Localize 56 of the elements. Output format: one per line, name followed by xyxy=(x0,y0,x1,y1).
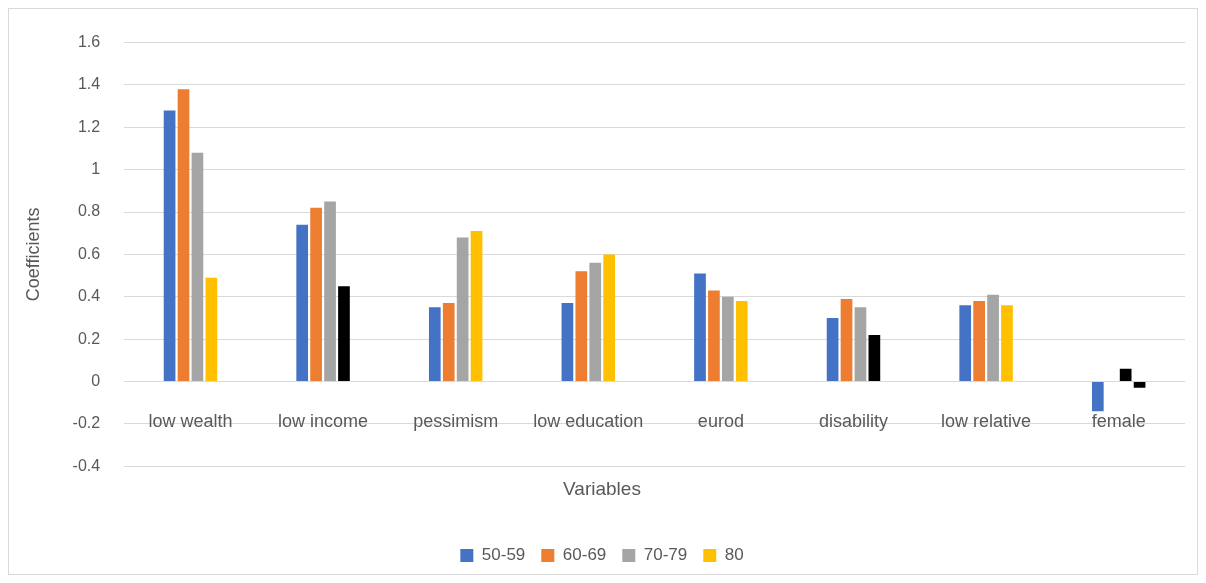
x-axis-title: Variables xyxy=(563,477,641,499)
bar xyxy=(854,307,867,381)
x-tick-label: disability xyxy=(818,411,889,432)
y-tick-label: 1.2 xyxy=(77,117,101,135)
x-tick-label: pessimism xyxy=(413,411,499,432)
y-tick-label: 1.4 xyxy=(77,75,101,93)
bar xyxy=(694,273,706,381)
bar xyxy=(589,262,602,381)
bar xyxy=(722,296,734,381)
x-tick-label: eurod xyxy=(697,411,744,432)
x-tick-label: female xyxy=(1091,411,1146,432)
bar xyxy=(561,303,574,381)
x-tick-label: low education xyxy=(533,411,644,432)
bar xyxy=(575,271,588,381)
y-tick-label: 1.6 xyxy=(77,33,101,51)
bar xyxy=(840,298,853,381)
legend-label: 80 xyxy=(724,545,744,565)
y-tick-label: 0.4 xyxy=(77,287,101,305)
bar xyxy=(324,201,336,381)
bar xyxy=(163,110,176,381)
y-tick-label: 0.2 xyxy=(77,329,101,347)
x-tick-label: low relative xyxy=(941,411,1032,432)
bar xyxy=(868,334,881,381)
bar xyxy=(470,231,483,381)
bar xyxy=(205,277,218,381)
bar xyxy=(177,89,190,381)
y-axis-title: Coefficients xyxy=(22,207,43,302)
bar xyxy=(826,317,839,381)
y-tick-label: 0.6 xyxy=(77,244,101,262)
bar xyxy=(338,286,350,381)
legend-label: 60-69 xyxy=(562,545,607,565)
y-tick-label: 0 xyxy=(91,371,101,389)
bar xyxy=(296,224,309,381)
bar xyxy=(973,301,985,381)
bar xyxy=(1091,381,1104,412)
bar xyxy=(191,152,204,381)
bar xyxy=(456,237,469,381)
y-tick-label: 1 xyxy=(91,160,101,178)
bar xyxy=(1001,305,1013,381)
legend-label: 70-79 xyxy=(643,545,688,565)
y-tick-label: -0.4 xyxy=(72,456,101,474)
bar xyxy=(1119,368,1132,381)
bar xyxy=(735,301,748,381)
bar xyxy=(959,305,972,381)
legend-label: 50-59 xyxy=(481,545,526,565)
y-tick-label: 0.8 xyxy=(77,202,101,220)
bar xyxy=(603,254,616,381)
x-tick-label: low income xyxy=(278,411,369,432)
x-tick-label: low wealth xyxy=(148,411,233,432)
y-tick-label: -0.2 xyxy=(72,414,101,432)
bar xyxy=(708,290,720,381)
bar xyxy=(1133,381,1146,388)
bar xyxy=(428,307,441,381)
bar xyxy=(310,207,322,381)
bar xyxy=(442,303,455,381)
bar xyxy=(987,294,999,381)
